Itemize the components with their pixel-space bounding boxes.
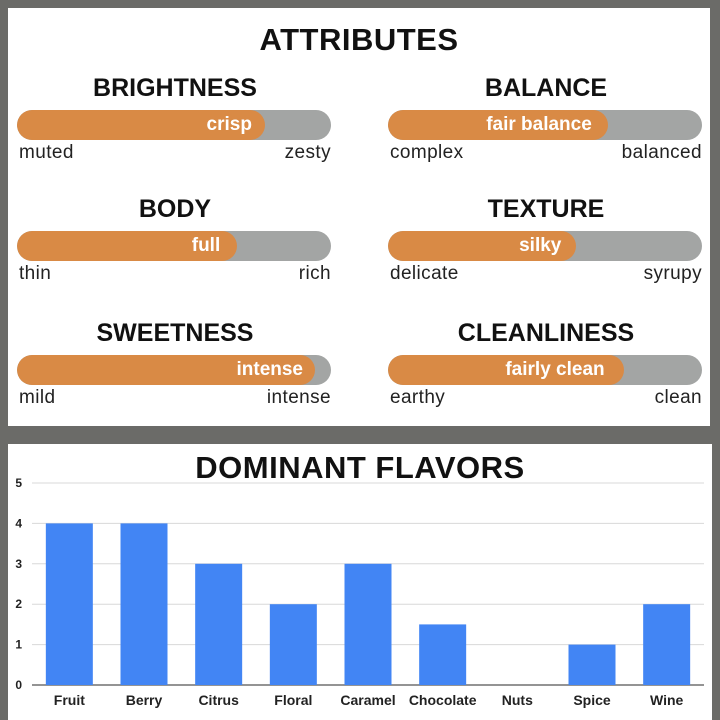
balance-slider-fill	[388, 110, 608, 140]
bar-chocolate	[419, 624, 467, 685]
texture-value-label: silky	[519, 235, 562, 256]
brightness-value-label: crisp	[206, 114, 252, 135]
body-label: BODY	[138, 195, 212, 223]
y-tick-label: 4	[15, 516, 22, 530]
body-slider-fill	[17, 231, 237, 261]
x-tick-label-floral: Floral	[274, 692, 312, 708]
bar-spice	[568, 644, 616, 685]
x-tick-label-chocolate: Chocolate	[409, 692, 477, 708]
body-low-label: thin	[19, 263, 52, 284]
cleanliness-slider-track: fairly clean	[388, 355, 702, 385]
body-high-label: rich	[298, 263, 331, 284]
y-tick-label: 2	[15, 597, 22, 611]
cleanliness-slider-fill	[388, 355, 624, 385]
x-tick-label-fruit: Fruit	[54, 692, 85, 708]
brightness-label: BRIGHTNESS	[93, 74, 257, 102]
y-tick-label: 0	[15, 678, 22, 692]
sweetness-slider-track: intense	[17, 355, 331, 385]
sweetness-high-label: intense	[266, 387, 331, 408]
y-tick-label: 5	[15, 476, 22, 490]
sweetness-label: SWEETNESS	[96, 319, 254, 347]
bar-fruit	[45, 523, 93, 685]
bar-berry	[120, 523, 168, 685]
brightness-high-label: zesty	[284, 142, 331, 163]
flavor-bar-chart: 0 1 2 3 4 5 Fruit Berry Citrus Floral Caramel Choco…	[15, 476, 704, 708]
brightness-slider-fill	[17, 110, 265, 140]
body-value-label: full	[191, 235, 221, 256]
y-tick-label: 1	[15, 638, 22, 652]
attributes-title: ATTRIBUTES	[259, 22, 459, 57]
texture-high-label: syrupy	[643, 263, 702, 284]
cleanliness-high-label: clean	[654, 387, 702, 408]
x-tick-label-berry: Berry	[126, 692, 163, 708]
cleanliness-value-label: fairly clean	[505, 359, 605, 380]
balance-high-label: balanced	[621, 142, 702, 163]
bar-caramel	[344, 563, 392, 685]
brightness-slider-track: crisp	[17, 110, 331, 140]
sweetness-low-label: mild	[19, 387, 56, 408]
cleanliness-low-label: earthy	[390, 387, 446, 408]
dominant-flavors-title: DOMINANT FLAVORS	[195, 450, 525, 485]
brightness-low-label: muted	[19, 142, 74, 163]
balance-label: BALANCE	[484, 74, 608, 102]
cleanliness-label: CLEANLINESS	[457, 319, 635, 347]
balance-slider-track: fair balance	[388, 110, 702, 140]
y-tick-label: 3	[15, 557, 22, 571]
attributes-panel: ATTRIBUTES BRIGHTNESS crisp muted zesty BALA…	[8, 8, 710, 426]
x-tick-label-nuts: Nuts	[502, 692, 533, 708]
balance-low-label: complex	[390, 142, 464, 163]
balance-value-label: fair balance	[486, 114, 592, 135]
bar-citrus	[195, 563, 243, 685]
texture-slider-track: silky	[388, 231, 702, 261]
texture-label: TEXTURE	[487, 195, 605, 223]
x-tick-label-caramel: Caramel	[340, 692, 395, 708]
x-tick-label-wine: Wine	[650, 692, 684, 708]
x-tick-label-spice: Spice	[573, 692, 611, 708]
texture-low-label: delicate	[390, 263, 459, 284]
bar-floral	[269, 604, 317, 685]
sweetness-slider-fill	[17, 355, 315, 385]
texture-slider-fill	[388, 231, 576, 261]
sweetness-value-label: intense	[236, 359, 304, 380]
x-tick-label-citrus: Citrus	[198, 692, 239, 708]
dominant-flavors-panel: DOMINANT FLAVORS 0 1 2 3 4 5 Fruit Berry Citrus F…	[8, 444, 712, 720]
body-slider-track: full	[17, 231, 331, 261]
bar-wine	[643, 604, 691, 685]
